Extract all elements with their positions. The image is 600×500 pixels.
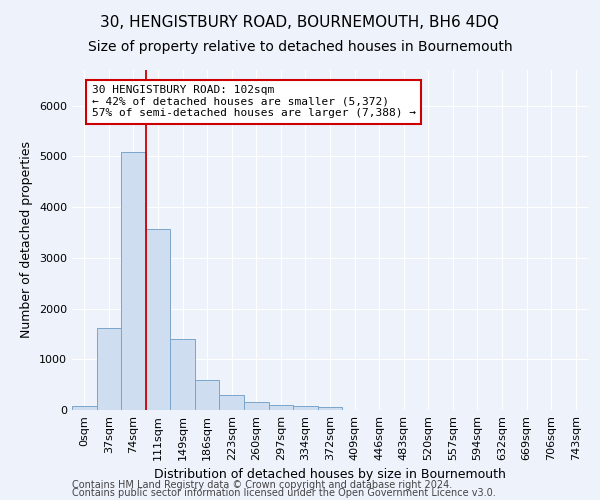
Text: 30, HENGISTBURY ROAD, BOURNEMOUTH, BH6 4DQ: 30, HENGISTBURY ROAD, BOURNEMOUTH, BH6 4… bbox=[101, 15, 499, 30]
Text: Contains HM Land Registry data © Crown copyright and database right 2024.: Contains HM Land Registry data © Crown c… bbox=[72, 480, 452, 490]
Bar bbox=[195, 380, 220, 410]
Text: Contains public sector information licensed under the Open Government Licence v3: Contains public sector information licen… bbox=[72, 488, 496, 498]
Bar bbox=[121, 152, 146, 410]
Y-axis label: Number of detached properties: Number of detached properties bbox=[20, 142, 34, 338]
Bar bbox=[293, 406, 318, 410]
Bar bbox=[170, 339, 195, 410]
Bar bbox=[97, 328, 121, 410]
Text: Size of property relative to detached houses in Bournemouth: Size of property relative to detached ho… bbox=[88, 40, 512, 54]
X-axis label: Distribution of detached houses by size in Bournemouth: Distribution of detached houses by size … bbox=[154, 468, 506, 481]
Bar bbox=[220, 396, 244, 410]
Bar bbox=[244, 402, 269, 410]
Bar bbox=[72, 406, 97, 410]
Bar bbox=[318, 407, 342, 410]
Bar bbox=[269, 405, 293, 410]
Bar bbox=[146, 229, 170, 410]
Text: 30 HENGISTBURY ROAD: 102sqm
← 42% of detached houses are smaller (5,372)
57% of : 30 HENGISTBURY ROAD: 102sqm ← 42% of det… bbox=[92, 85, 416, 118]
